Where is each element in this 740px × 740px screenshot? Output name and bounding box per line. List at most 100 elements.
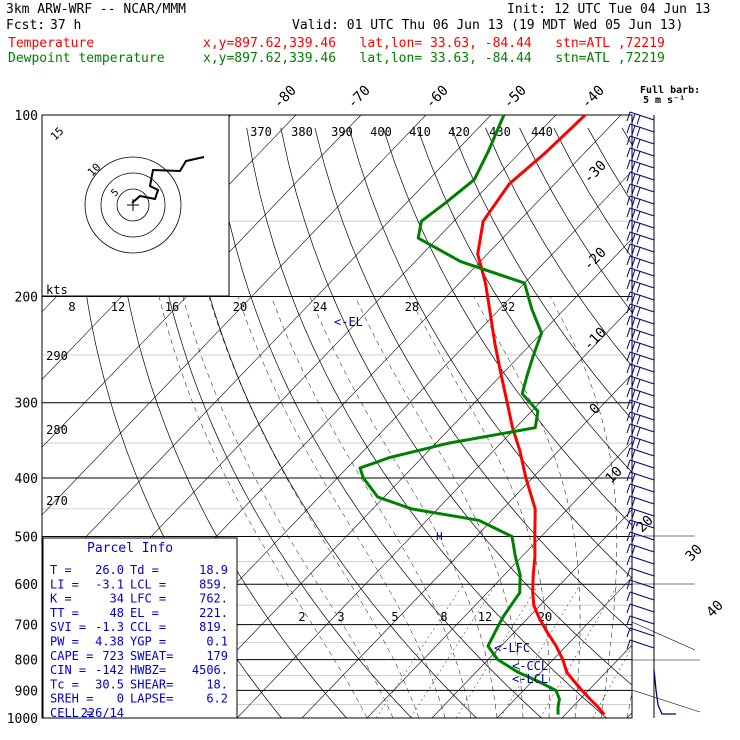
mixing-ratio-line — [410, 584, 497, 718]
forecast-label: Fcst: — [6, 18, 46, 33]
isotherm-line — [561, 644, 632, 718]
isotherm-line — [301, 373, 632, 718]
wind-barb — [626, 435, 655, 449]
mixing-ratio-line — [592, 646, 632, 718]
parcel-label: Td = — [130, 563, 159, 577]
parcel-value: -3.1 — [95, 577, 124, 591]
dry-adiabat — [382, 127, 632, 526]
isotherm-line — [496, 576, 632, 718]
isotherm-line — [692, 115, 740, 718]
parcel-label: HWBZ= — [130, 663, 166, 677]
parcel-value: 179 — [206, 649, 228, 663]
mixing-ratio-line — [375, 584, 464, 718]
wind-barb — [626, 123, 655, 137]
parcel-value: 4506. — [192, 663, 228, 677]
parcel-label: CCL = — [130, 620, 166, 634]
barb-legend-line2: 5 m s⁻¹ — [643, 95, 685, 106]
wind-barb — [626, 495, 655, 507]
wind-speed-label: 20 — [233, 300, 247, 314]
level-marker: <-LCL — [512, 672, 548, 686]
wind-barb — [626, 519, 655, 531]
parcel-label: PW = — [50, 635, 79, 649]
dry-adiabat — [724, 128, 740, 731]
isotherm-label: 30 — [683, 542, 706, 565]
wind-barb — [626, 507, 655, 519]
isotherm-label: 10 — [603, 464, 626, 487]
wind-barb — [626, 207, 655, 221]
hodo-ring-15 — [84, 156, 182, 254]
pressure-label: 800 — [15, 654, 38, 669]
wind-barb — [626, 219, 655, 233]
wind-barb — [626, 279, 655, 293]
wind-barb — [626, 531, 655, 543]
mixing-ratio-label: 12 — [478, 610, 492, 624]
pressure-label: 500 — [15, 530, 38, 545]
parcel-info-title: Parcel Info — [87, 541, 173, 556]
parcel-value: 859. — [199, 577, 228, 591]
theta-label: 420 — [448, 125, 470, 139]
dry-adiabat — [246, 127, 608, 718]
theta-label: 400 — [370, 125, 392, 139]
wind-barb — [626, 423, 655, 437]
wind-barb — [626, 111, 655, 125]
dry-adiabat — [280, 127, 632, 686]
level-marker: <-EL — [334, 315, 363, 329]
dewpoint-legend: Dewpoint temperature — [8, 51, 165, 66]
parcel-value: -1.3 — [95, 620, 124, 634]
wind-barb — [626, 567, 655, 578]
wind-barb — [626, 543, 655, 555]
isotherm-line — [42, 115, 362, 448]
dry-adiabat — [416, 127, 632, 473]
model-title: 3km ARW-WRF -- NCAR/MMM — [6, 2, 187, 17]
surface-wind-barb — [653, 669, 676, 715]
dry-adiabat — [109, 127, 348, 718]
wind-barb — [626, 303, 655, 317]
wind-barb — [626, 387, 655, 401]
wind-barb — [626, 639, 655, 650]
wind-barb — [626, 627, 655, 638]
mixing-ratio-line — [500, 584, 581, 718]
wind-barb — [626, 135, 655, 149]
parcel-label: Tc = — [50, 677, 79, 691]
wind-barb — [626, 195, 655, 209]
theta-label: 390 — [331, 125, 353, 139]
wind-barb — [626, 459, 655, 471]
mixing-ratio-line — [455, 584, 540, 718]
isotherm-label: -70 — [345, 83, 374, 112]
wind-barb — [626, 183, 655, 197]
parcel-label: TT = — [50, 606, 79, 620]
wind-barb — [626, 471, 655, 483]
pressure-label: 200 — [15, 291, 38, 306]
wind-barb — [626, 159, 655, 173]
plot-frame — [41, 114, 633, 719]
wind-barb — [626, 615, 655, 626]
parcel-info-box — [42, 537, 238, 719]
pressure-label: 100 — [15, 109, 38, 124]
isotherm-label: -80 — [271, 83, 300, 112]
init-time: Init: 12 UTC Tue 04 Jun 13 — [507, 2, 711, 17]
isotherm-line — [236, 306, 632, 718]
hodo-ring-5 — [116, 188, 150, 222]
dry-adiabat — [656, 128, 740, 731]
wind-barb — [626, 351, 655, 365]
wind-barb — [626, 447, 655, 459]
parcel-info-panel: Parcel Info T = 26.0 Td = 18.9 LI = -3.1 LCL = 8… — [42, 537, 238, 720]
mixing-ratio-label: 8 — [440, 610, 447, 624]
axis-extension-line — [631, 689, 701, 713]
mixing-ratio-label: 2 — [298, 610, 305, 624]
isotherm-label: -60 — [423, 83, 452, 112]
wind-barb — [626, 255, 655, 269]
moist-adiabat — [473, 296, 581, 718]
parcel-label: CELL = — [50, 706, 93, 720]
mixing-ratio-line — [539, 584, 619, 718]
wind-barb — [626, 375, 655, 389]
dry-adiabat — [587, 127, 632, 203]
parcel-label: LFC = — [130, 592, 166, 606]
parcel-label: SVI = — [50, 620, 86, 634]
parcel-value: 4.38 — [95, 635, 124, 649]
parcel-value: 221. — [199, 606, 228, 620]
wind-barb — [626, 411, 655, 425]
parcel-value: 6.2 — [206, 692, 228, 706]
barb-legend-line1: Full barb: — [640, 85, 700, 96]
moist-adiabat — [408, 296, 550, 718]
